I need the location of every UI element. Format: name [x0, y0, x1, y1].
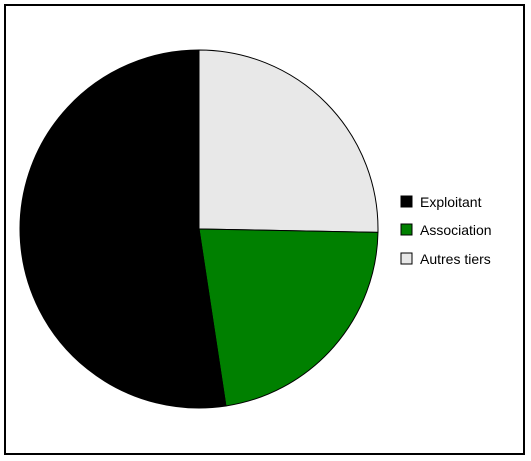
legend-item-autres-tiers: Autres tiers	[400, 251, 491, 267]
legend-swatch-autres-tiers	[400, 252, 413, 265]
legend-swatch-exploitant	[400, 195, 413, 208]
pie-slices	[19, 49, 379, 409]
legend-item-exploitant: Exploitant	[400, 194, 482, 210]
legend: Exploitant Association Autres tiers	[400, 194, 492, 267]
legend-label-association: Association	[420, 222, 492, 238]
pie-slice-association	[198, 228, 379, 407]
legend-label-autres-tiers: Autres tiers	[420, 251, 491, 267]
legend-swatch-association	[400, 223, 413, 236]
pie-slice-exploitant	[19, 49, 227, 409]
legend-item-association: Association	[400, 222, 492, 238]
legend-label-exploitant: Exploitant	[420, 194, 482, 210]
pie-slice-autres-tiers	[198, 49, 379, 233]
